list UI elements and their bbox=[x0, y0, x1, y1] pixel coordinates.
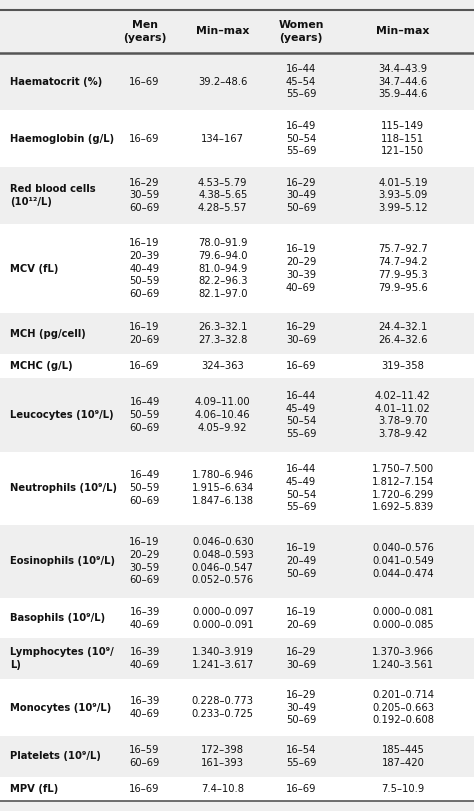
Bar bbox=[0, 54, 474, 110]
Bar bbox=[0, 452, 474, 525]
Text: 16–19
20–69: 16–19 20–69 bbox=[286, 607, 316, 629]
Text: 4.53–5.79
4.38–5.65
4.28–5.57: 4.53–5.79 4.38–5.65 4.28–5.57 bbox=[198, 178, 247, 213]
Text: 16–69: 16–69 bbox=[286, 361, 316, 371]
Text: 1.340–3.919
1.241–3.617: 1.340–3.919 1.241–3.617 bbox=[191, 647, 254, 670]
Text: Men
(years): Men (years) bbox=[123, 20, 166, 43]
Text: 0.040–0.576
0.041–0.549
0.044–0.474: 0.040–0.576 0.041–0.549 0.044–0.474 bbox=[372, 543, 434, 579]
Text: 0.228–0.773
0.233–0.725: 0.228–0.773 0.233–0.725 bbox=[192, 696, 254, 719]
Text: Monocytes (10⁹/L): Monocytes (10⁹/L) bbox=[10, 702, 111, 713]
Bar bbox=[0, 110, 474, 167]
Text: 0.000–0.097
0.000–0.091: 0.000–0.097 0.000–0.091 bbox=[192, 607, 254, 629]
Text: Basophils (10⁹/L): Basophils (10⁹/L) bbox=[10, 613, 105, 623]
Text: 319–358: 319–358 bbox=[382, 361, 424, 371]
Text: 7.5–10.9: 7.5–10.9 bbox=[381, 784, 425, 794]
Text: 185–445
187–420: 185–445 187–420 bbox=[382, 745, 424, 768]
Text: 0.201–0.714
0.205–0.663
0.192–0.608: 0.201–0.714 0.205–0.663 0.192–0.608 bbox=[372, 690, 434, 725]
Text: 16–29
30–49
50–69: 16–29 30–49 50–69 bbox=[286, 690, 316, 725]
Bar bbox=[0, 313, 474, 354]
Bar bbox=[0, 224, 474, 313]
Bar bbox=[0, 598, 474, 638]
Text: 4.02–11.42
4.01–11.02
3.78–9.70
3.78–9.42: 4.02–11.42 4.01–11.02 3.78–9.70 3.78–9.4… bbox=[375, 391, 431, 440]
Text: 16–29
30–69: 16–29 30–69 bbox=[286, 322, 316, 345]
Text: Eosinophils (10⁹/L): Eosinophils (10⁹/L) bbox=[10, 556, 115, 566]
Text: 16–29
30–69: 16–29 30–69 bbox=[286, 647, 316, 670]
Text: Lymphocytes (10⁹/
L): Lymphocytes (10⁹/ L) bbox=[10, 647, 114, 670]
Text: 16–49
50–54
55–69: 16–49 50–54 55–69 bbox=[286, 121, 316, 157]
Text: 16–39
40–69: 16–39 40–69 bbox=[129, 647, 160, 670]
Text: 16–59
60–69: 16–59 60–69 bbox=[129, 745, 160, 768]
Text: 16–39
40–69: 16–39 40–69 bbox=[129, 607, 160, 629]
Bar bbox=[0, 638, 474, 679]
Text: 34.4–43.9
34.7–44.6
35.9–44.6: 34.4–43.9 34.7–44.6 35.9–44.6 bbox=[378, 64, 428, 100]
Text: 16–29
30–59
60–69: 16–29 30–59 60–69 bbox=[129, 178, 160, 213]
Text: Neutrophils (10⁹/L): Neutrophils (10⁹/L) bbox=[10, 483, 117, 493]
Text: 78.0–91.9
79.6–94.0
81.0–94.9
82.2–96.3
82.1–97.0: 78.0–91.9 79.6–94.0 81.0–94.9 82.2–96.3 … bbox=[198, 238, 247, 299]
Bar bbox=[0, 167, 474, 224]
Bar bbox=[0, 777, 474, 801]
Text: 16–39
40–69: 16–39 40–69 bbox=[129, 696, 160, 719]
Text: MCV (fL): MCV (fL) bbox=[10, 264, 58, 273]
Text: 16–44
45–54
55–69: 16–44 45–54 55–69 bbox=[286, 64, 316, 100]
Text: 0.046–0.630
0.048–0.593
0.046–0.547
0.052–0.576: 0.046–0.630 0.048–0.593 0.046–0.547 0.05… bbox=[191, 537, 254, 586]
Text: MCH (pg/cell): MCH (pg/cell) bbox=[10, 328, 86, 338]
Text: 16–69: 16–69 bbox=[129, 361, 160, 371]
Text: 16–19
20–29
30–39
40–69: 16–19 20–29 30–39 40–69 bbox=[286, 244, 316, 293]
Text: 39.2–48.6: 39.2–48.6 bbox=[198, 77, 247, 87]
Bar bbox=[0, 525, 474, 598]
Text: Leucocytes (10⁹/L): Leucocytes (10⁹/L) bbox=[10, 410, 114, 420]
Text: 26.3–32.1
27.3–32.8: 26.3–32.1 27.3–32.8 bbox=[198, 322, 247, 345]
Text: 172–398
161–393: 172–398 161–393 bbox=[201, 745, 244, 768]
Text: 16–69: 16–69 bbox=[129, 134, 160, 144]
Text: 24.4–32.1
26.4–32.6: 24.4–32.1 26.4–32.6 bbox=[378, 322, 428, 345]
Text: 16–69: 16–69 bbox=[129, 77, 160, 87]
Bar bbox=[0, 379, 474, 452]
Text: Min–max: Min–max bbox=[376, 27, 429, 36]
Text: Min–max: Min–max bbox=[196, 27, 249, 36]
Text: Red blood cells
(10¹²/L): Red blood cells (10¹²/L) bbox=[10, 184, 96, 207]
Text: MPV (fL): MPV (fL) bbox=[10, 784, 58, 794]
Text: Women
(years): Women (years) bbox=[278, 20, 324, 43]
Bar bbox=[0, 679, 474, 736]
Text: 75.7–92.7
74.7–94.2
77.9–95.3
79.9–95.6: 75.7–92.7 74.7–94.2 77.9–95.3 79.9–95.6 bbox=[378, 244, 428, 293]
Text: 1.780–6.946
1.915–6.634
1.847–6.138: 1.780–6.946 1.915–6.634 1.847–6.138 bbox=[191, 470, 254, 506]
Text: 16–49
50–59
60–69: 16–49 50–59 60–69 bbox=[129, 470, 160, 506]
Text: 1.750–7.500
1.812–7.154
1.720–6.299
1.692–5.839: 1.750–7.500 1.812–7.154 1.720–6.299 1.69… bbox=[372, 464, 434, 513]
Text: 16–49
50–59
60–69: 16–49 50–59 60–69 bbox=[129, 397, 160, 433]
Text: MCHC (g/L): MCHC (g/L) bbox=[10, 361, 73, 371]
Text: 16–29
30–49
50–69: 16–29 30–49 50–69 bbox=[286, 178, 316, 213]
Text: 0.000–0.081
0.000–0.085: 0.000–0.081 0.000–0.085 bbox=[372, 607, 434, 629]
Text: 134–167: 134–167 bbox=[201, 134, 244, 144]
Text: Haematocrit (%): Haematocrit (%) bbox=[10, 77, 102, 87]
Text: 16–69: 16–69 bbox=[129, 784, 160, 794]
Text: 324–363: 324–363 bbox=[201, 361, 244, 371]
Text: 4.09–11.00
4.06–10.46
4.05–9.92: 4.09–11.00 4.06–10.46 4.05–9.92 bbox=[195, 397, 251, 433]
Text: Platelets (10⁹/L): Platelets (10⁹/L) bbox=[10, 752, 101, 762]
Text: 16–19
20–29
30–59
60–69: 16–19 20–29 30–59 60–69 bbox=[129, 537, 160, 586]
Text: 16–44
45–49
50–54
55–69: 16–44 45–49 50–54 55–69 bbox=[286, 464, 316, 513]
Text: 4.01–5.19
3.93–5.09
3.99–5.12: 4.01–5.19 3.93–5.09 3.99–5.12 bbox=[378, 178, 428, 213]
Text: 16–19
20–69: 16–19 20–69 bbox=[129, 322, 160, 345]
Text: 16–69: 16–69 bbox=[286, 784, 316, 794]
Text: 7.4–10.8: 7.4–10.8 bbox=[201, 784, 244, 794]
Text: Haemoglobin (g/L): Haemoglobin (g/L) bbox=[10, 134, 114, 144]
Text: 16–44
45–49
50–54
55–69: 16–44 45–49 50–54 55–69 bbox=[286, 391, 316, 440]
Bar bbox=[0, 736, 474, 777]
Text: 1.370–3.966
1.240–3.561: 1.370–3.966 1.240–3.561 bbox=[372, 647, 434, 670]
Text: 16–19
20–39
40–49
50–59
60–69: 16–19 20–39 40–49 50–59 60–69 bbox=[129, 238, 160, 299]
Bar bbox=[0, 354, 474, 379]
Text: 16–54
55–69: 16–54 55–69 bbox=[286, 745, 316, 768]
Text: 115–149
118–151
121–150: 115–149 118–151 121–150 bbox=[382, 121, 424, 157]
Bar bbox=[0, 10, 474, 54]
Text: 16–19
20–49
50–69: 16–19 20–49 50–69 bbox=[286, 543, 316, 579]
